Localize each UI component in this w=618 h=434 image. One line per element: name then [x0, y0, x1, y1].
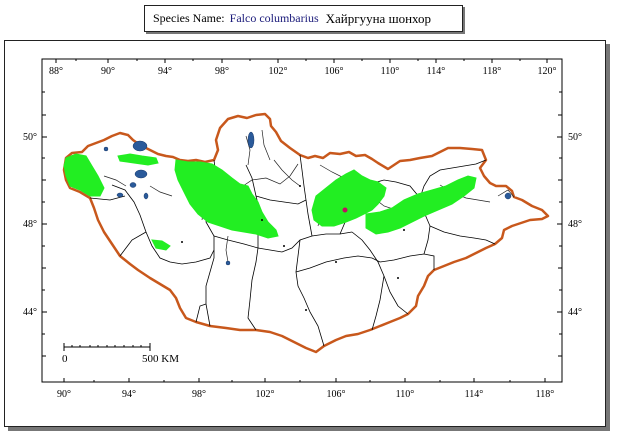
- bottom-lon-label: 114°: [465, 389, 484, 400]
- top-lon-label: 120°: [538, 66, 557, 77]
- right-lat-label: 50°: [568, 132, 582, 143]
- right-lat-label: 44°: [568, 307, 582, 318]
- species-range: [63, 153, 477, 251]
- bottom-lon-label: 106°: [327, 389, 346, 400]
- species-name-label: Species Name:: [153, 11, 225, 25]
- top-lon-label: 88°: [49, 66, 63, 77]
- scale-start-label: 0: [62, 353, 68, 365]
- map-inner-border: [41, 58, 563, 383]
- left-lat-label: 50°: [23, 132, 37, 143]
- bottom-longitude-labels: 90° 94° 98° 102° 106° 110° 114° 118°: [57, 389, 554, 400]
- right-latitude-labels: 50° 48° 44°: [568, 132, 582, 318]
- top-lon-label: 106°: [325, 66, 344, 77]
- bottom-lon-label: 118°: [536, 389, 555, 400]
- scientific-name: Falco columbarius: [229, 11, 319, 25]
- right-lat-label: 48°: [568, 219, 582, 230]
- bottom-lon-label: 98°: [192, 389, 206, 400]
- settlements: [181, 185, 405, 311]
- capital-marker: [342, 207, 348, 213]
- top-lon-label: 118°: [483, 66, 502, 77]
- species-header: Species Name: Falco columbarius Хайргуун…: [144, 5, 463, 32]
- top-lon-label: 102°: [269, 66, 288, 77]
- range-far-west: [63, 153, 105, 197]
- lake-khyargas: [134, 169, 148, 179]
- left-latitude-labels: 50° 48° 44°: [23, 132, 37, 318]
- top-lon-label: 98°: [215, 66, 229, 77]
- bottom-longitude-ticks: [63, 378, 546, 382]
- top-longitude-ticks: [55, 59, 548, 63]
- lake-khuvsgul: [247, 131, 255, 149]
- top-longitude-labels: 88° 90° 94° 98° 102° 106° 110° 114° 118°…: [49, 66, 557, 77]
- left-lat-label: 44°: [23, 307, 37, 318]
- right-latitude-ticks: [557, 91, 562, 357]
- province-boundaries: [89, 154, 496, 347]
- range-south-west: [151, 239, 171, 251]
- top-lon-label: 110°: [381, 66, 400, 77]
- left-latitude-ticks: [42, 91, 47, 357]
- bottom-lon-label: 90°: [57, 389, 71, 400]
- top-lon-label: 90°: [101, 66, 115, 77]
- range-west-strip: [117, 153, 159, 166]
- lakes: [103, 131, 512, 266]
- bottom-lon-label: 94°: [122, 389, 136, 400]
- scale-bar: [63, 343, 151, 351]
- left-lat-label: 48°: [23, 219, 37, 230]
- range-east-strip: [365, 175, 477, 235]
- top-lon-label: 114°: [427, 66, 446, 77]
- mongolian-name: Хайргууна шонхор: [325, 10, 432, 26]
- bottom-lon-label: 110°: [396, 389, 415, 400]
- range-central: [174, 159, 279, 239]
- lake-buir: [504, 192, 512, 200]
- lake-uvs: [132, 140, 148, 152]
- bottom-lon-label: 102°: [256, 389, 275, 400]
- top-lon-label: 94°: [158, 66, 172, 77]
- range-east-central: [311, 169, 387, 227]
- scale-end-label: 500 KM: [142, 353, 179, 365]
